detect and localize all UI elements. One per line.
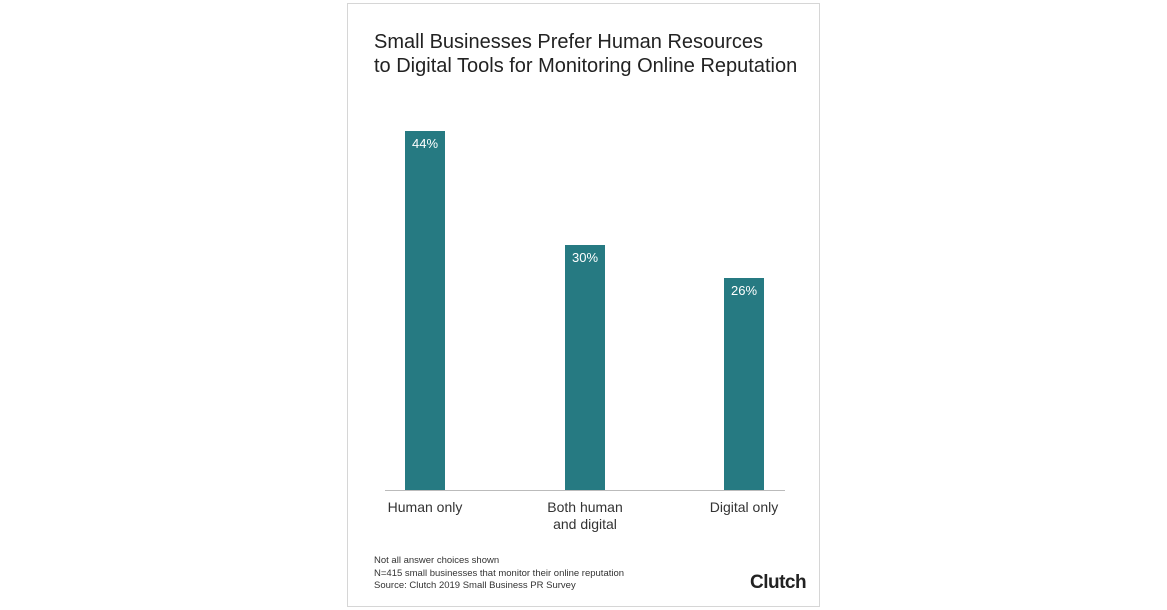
card: [347, 3, 820, 607]
bar: [405, 130, 445, 490]
value-label: 30%: [571, 250, 599, 266]
x-axis-line: [385, 490, 785, 491]
chart-title: Small Businesses Prefer Human Resources …: [374, 31, 798, 77]
brand-logo: Clutch: [750, 572, 807, 593]
bar: [565, 245, 605, 490]
footnote: N=415 small businesses that monitor thei…: [374, 567, 625, 579]
x-tick-label: Human only: [387, 499, 463, 515]
value-label: 26%: [730, 282, 758, 298]
x-tick-label: Both human and digital: [547, 499, 623, 532]
x-tick-label: Digital only: [709, 499, 779, 515]
footnote: Source: Clutch 2019 Small Business PR Su…: [374, 580, 576, 591]
value-label: 44%: [411, 135, 439, 151]
footnote: Not all answer choices shown: [374, 555, 500, 566]
bar: [724, 277, 764, 490]
